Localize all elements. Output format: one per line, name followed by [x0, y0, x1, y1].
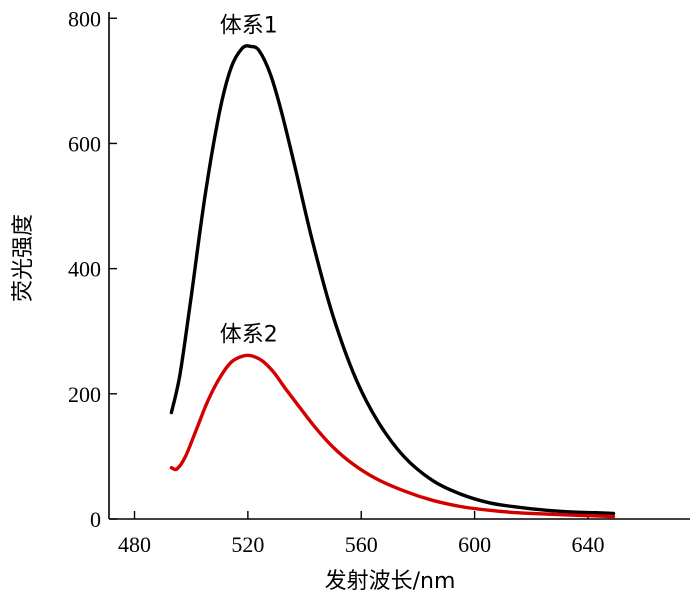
series-line-1	[169, 44, 616, 516]
y-axis-title: 荧光强度	[11, 214, 36, 302]
x-ticks: 480 520 560 600 640	[118, 511, 604, 557]
y-tick-label: 600	[68, 131, 101, 156]
x-axis-title: 发射波长/nm	[325, 569, 456, 594]
axes	[108, 12, 690, 520]
y-tick-label: 800	[68, 6, 101, 31]
x-tick-label: 480	[118, 532, 151, 557]
x-tick-label: 600	[458, 532, 491, 557]
y-tick-label: 400	[68, 257, 101, 282]
series-annotations: 体系1 体系2	[220, 13, 278, 347]
y-tick-label: 0	[90, 507, 101, 532]
y-ticks: 0 200 400 600 800	[68, 6, 117, 532]
y-tick-label: 200	[68, 382, 101, 407]
x-tick-label: 520	[231, 532, 264, 557]
x-tick-label: 640	[571, 532, 604, 557]
series-label-2: 体系2	[220, 323, 278, 348]
series-line-2	[169, 353, 616, 519]
series-layer	[169, 44, 616, 519]
series-label-1: 体系1	[220, 13, 278, 38]
x-tick-label: 560	[345, 532, 378, 557]
